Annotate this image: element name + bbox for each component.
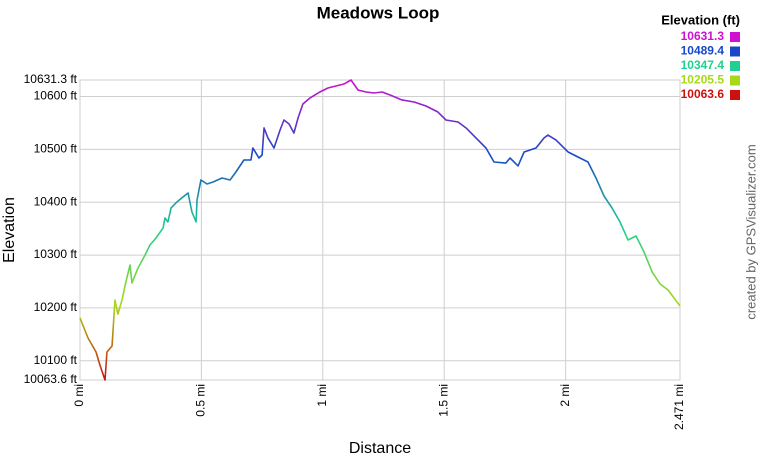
x-tick-label: 0 mi xyxy=(72,384,86,407)
legend-swatch xyxy=(730,90,740,100)
legend-title: Elevation (ft) xyxy=(661,12,740,27)
legend-label: 10347.4 xyxy=(681,58,725,72)
plot-border xyxy=(79,79,681,381)
legend-swatch xyxy=(730,75,740,86)
y-tick-label: 10100 ft xyxy=(34,353,78,367)
y-tick-label: 10063.6 ft xyxy=(24,372,78,386)
y-tick-label: 10300 ft xyxy=(34,247,78,261)
credit: created by GPSVisualizer.com xyxy=(743,144,758,319)
x-tick-label: 2 mi xyxy=(558,384,572,407)
y-tick-label: 10600 ft xyxy=(34,89,78,103)
y-axis-label: Elevation xyxy=(1,197,18,263)
y-tick-label: 10400 ft xyxy=(34,194,78,208)
x-axis-label: Distance xyxy=(349,440,411,457)
legend-label: 10205.5 xyxy=(681,73,725,87)
x-tick-label: 1.5 mi xyxy=(436,384,450,417)
legend-label: 10631.3 xyxy=(681,29,725,43)
y-tick-label: 10500 ft xyxy=(34,142,78,156)
elevation-line xyxy=(79,79,681,381)
legend-label: 10063.6 xyxy=(681,87,725,101)
legend-swatch xyxy=(730,46,740,57)
x-tick-label: 0.5 mi xyxy=(194,384,208,417)
x-tick-label: 2.471 mi xyxy=(672,384,686,430)
legend-swatch xyxy=(730,61,740,71)
legend-label: 10489.4 xyxy=(681,44,725,58)
y-tick-label: 10200 ft xyxy=(34,300,78,314)
y-tick-label: 10631.3 ft xyxy=(24,72,78,86)
chart-title: Meadows Loop xyxy=(317,3,440,22)
legend-swatch xyxy=(730,32,740,42)
x-tick-label: 1 mi xyxy=(315,384,329,407)
